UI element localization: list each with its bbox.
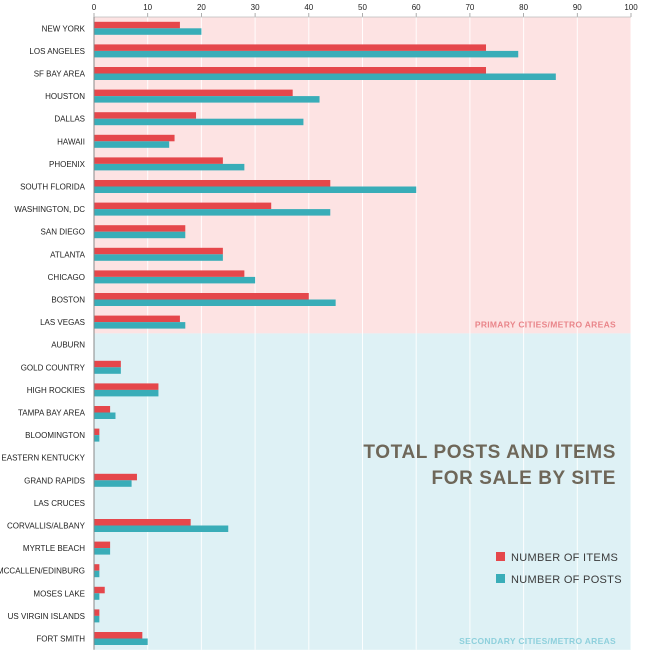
bar-posts [94, 548, 111, 555]
bar-posts [94, 389, 159, 397]
bar-items [94, 609, 100, 616]
category-label: CORVALLIS/ALBANY [7, 522, 86, 531]
category-label: ATLANTA [50, 250, 85, 259]
category-label: EASTERN KENTUCKY [1, 454, 85, 463]
legend-swatch-items [496, 552, 505, 561]
bar-posts [94, 435, 100, 442]
category-label: GOLD COUNTRY [21, 363, 86, 372]
category-label: LAS VEGAS [40, 318, 85, 327]
category-label: CHICAGO [48, 273, 85, 282]
region-label-1: SECONDARY CITIES/METRO AREAS [459, 636, 616, 646]
bar-posts [94, 525, 229, 532]
bar-items [94, 519, 191, 526]
bar-posts [94, 367, 121, 374]
bar-posts [94, 615, 100, 623]
category-label: HAWAII [57, 137, 85, 146]
category-label: BOSTON [51, 296, 85, 305]
bar-posts [94, 28, 202, 35]
x-tick-label: 30 [251, 3, 260, 12]
category-label: GRAND RAPIDS [24, 476, 85, 485]
category-label: AUBURN [51, 341, 85, 350]
bar-items [94, 180, 331, 187]
bar-posts [94, 570, 100, 578]
category-label: BLOOMINGTON [25, 431, 85, 440]
x-tick-label: 20 [197, 3, 206, 12]
bar-items [94, 360, 121, 368]
category-label: MOSES LAKE [33, 589, 85, 598]
bar-posts [94, 254, 223, 261]
category-label: SAN DIEGO [41, 228, 85, 237]
x-tick-label: 90 [573, 3, 582, 12]
category-label: PHOENIX [49, 160, 86, 169]
bar-posts [94, 50, 519, 58]
category-label: SF BAY AREA [34, 70, 86, 79]
bar-items [94, 293, 309, 300]
bar-posts [94, 638, 148, 645]
bar-items [94, 89, 293, 97]
bar-items [94, 383, 159, 390]
bar-items [94, 632, 143, 639]
bar-posts [94, 96, 320, 103]
bar-items [94, 225, 186, 232]
bar-items [94, 564, 100, 571]
bar-items [94, 134, 175, 142]
bar-posts [94, 209, 331, 216]
category-label: NEW YORK [42, 24, 86, 33]
category-label: SOUTH FLORIDA [20, 183, 86, 192]
region-label-0: PRIMARY CITIES/METRO AREAS [475, 319, 616, 329]
bar-posts [94, 186, 417, 193]
bar-posts [94, 73, 556, 80]
bar-posts [94, 299, 336, 306]
legend-label-posts: NUMBER OF POSTS [511, 574, 622, 586]
x-tick-label: 80 [519, 3, 528, 12]
bar-items [94, 473, 137, 481]
bar-items [94, 112, 197, 119]
bar-items [94, 157, 223, 164]
category-label: HOUSTON [45, 92, 85, 101]
category-label: US VIRGIN ISLANDS [8, 612, 85, 621]
category-label: MCCALLEN/EDINBURG [0, 567, 85, 576]
chart-title-line-2: FOR SALE BY SITE [432, 468, 617, 489]
x-tick-label: 70 [465, 3, 474, 12]
category-label: WASHINGTON, DC [14, 205, 85, 214]
bar-posts [94, 276, 256, 284]
bar-items [94, 315, 180, 323]
x-tick-label: 100 [624, 3, 638, 12]
category-label: LOS ANGELES [29, 47, 85, 56]
bar-posts [94, 480, 132, 487]
category-label: TAMPA BAY AREA [18, 409, 86, 418]
category-label: LAS CRUCES [34, 499, 85, 508]
legend-label-items: NUMBER OF ITEMS [511, 552, 618, 564]
x-tick-label: 50 [358, 3, 367, 12]
bar-items [94, 67, 487, 74]
bar-items [94, 541, 111, 549]
legend-swatch-posts [496, 574, 505, 583]
bar-items [94, 247, 223, 255]
x-tick-label: 40 [304, 3, 313, 12]
bar-items [94, 21, 180, 29]
x-tick-label: 10 [143, 3, 152, 12]
category-label: HIGH ROCKIES [27, 386, 85, 395]
bar-items [94, 44, 487, 51]
bar-posts [94, 141, 170, 148]
bar-posts [94, 412, 116, 419]
category-label: DALLAS [54, 115, 85, 124]
category-label: FORT SMITH [36, 635, 85, 644]
x-tick-label: 60 [412, 3, 421, 12]
bar-items [94, 586, 105, 594]
bar-items [94, 202, 272, 210]
bar-posts [94, 593, 100, 600]
bar-items [94, 270, 245, 277]
bar-posts [94, 322, 186, 329]
bar-posts [94, 231, 186, 239]
bar-posts [94, 118, 304, 126]
category-label: MYRTLE BEACH [23, 544, 85, 553]
legend: NUMBER OF ITEMS NUMBER OF POSTS [496, 552, 622, 586]
bar-items [94, 428, 100, 436]
bar-posts [94, 163, 245, 171]
bar-items [94, 406, 111, 413]
chart-title-line-1: TOTAL POSTS AND ITEMS [363, 442, 616, 463]
x-tick-label: 0 [92, 3, 97, 12]
